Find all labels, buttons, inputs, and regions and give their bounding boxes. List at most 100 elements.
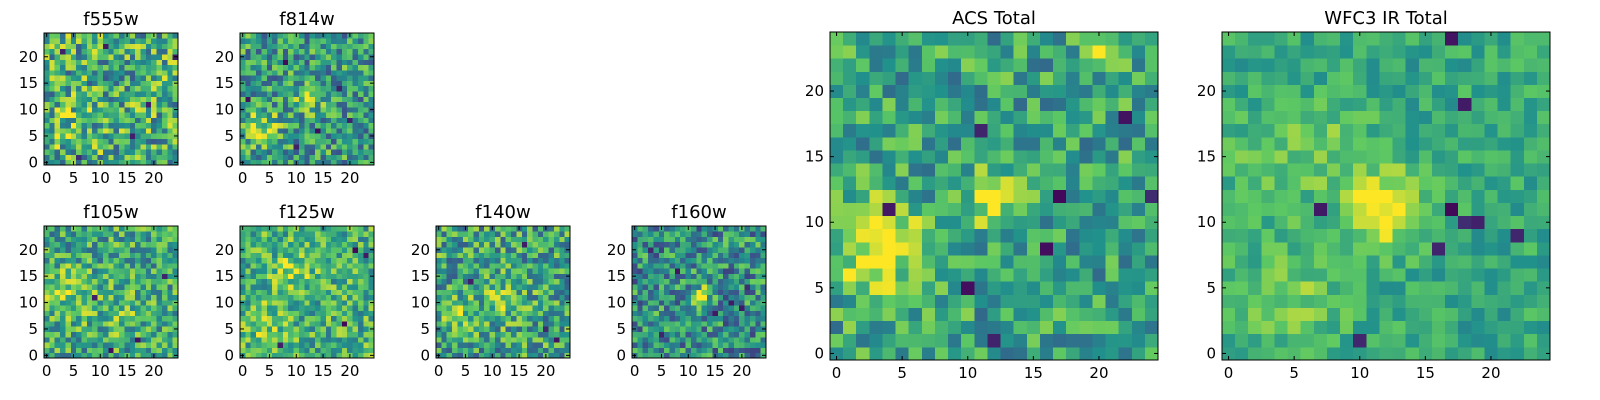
heatmap-cell [674,257,681,264]
heatmap-cell [1039,189,1054,203]
heatmap-cell [457,231,464,237]
heatmap-cell [44,236,50,243]
x-tick-label: 5 [657,362,667,380]
y-tick-label: 0 [814,344,824,362]
heatmap-cell [1053,71,1067,85]
heatmap-cell [653,289,660,296]
heatmap-cell [728,247,735,253]
heatmap-cell [707,331,713,338]
heatmap-cell [156,331,163,338]
heatmap-cell [119,226,125,232]
heatmap-cell [81,54,88,60]
heatmap-cell [277,241,284,248]
heatmap-cell [1313,241,1328,256]
heatmap-cell [54,96,61,103]
heatmap-cell [532,294,539,301]
heatmap-cell [680,336,686,343]
heatmap-cell [441,273,448,280]
heatmap-cell [908,268,923,282]
heatmap-cell [44,59,50,66]
heatmap-cell [1353,333,1367,348]
heatmap-cell [441,315,448,322]
heatmap-cell [1287,241,1302,256]
heatmap-cell [1144,294,1159,308]
heatmap-cell [446,352,453,359]
heatmap-cell [1013,136,1028,151]
heatmap-cell [113,48,120,55]
heatmap-cell [357,149,364,155]
heatmap-cell [60,273,66,280]
heatmap-cell [119,54,125,60]
heatmap-cell [172,75,179,81]
heatmap-cell [277,138,284,145]
heatmap-cell [298,347,305,354]
heatmap-cell [140,289,147,296]
heatmap-cell [680,315,686,322]
heatmap-cell [1313,281,1328,295]
heatmap-cell [543,299,549,306]
heatmap-cell [511,289,517,296]
heatmap-cell [669,326,676,332]
heatmap-cell [869,71,883,85]
heatmap-cell [685,284,692,290]
heatmap-cell [1471,202,1485,217]
heatmap-cell [505,241,512,248]
heatmap-cell [532,310,539,317]
heatmap-cell [49,96,56,103]
heatmap-cell [108,33,115,39]
heatmap-cell [653,231,660,237]
heatmap-cell [331,101,337,108]
heatmap-cell [559,299,566,306]
heatmap-cell [298,122,305,129]
heatmap-cell [336,268,343,274]
heatmap-cell [140,273,147,280]
heatmap-cell [315,54,321,60]
heatmap-cell [478,352,485,359]
heatmap-cell [749,305,756,311]
heatmap-cell [856,268,870,282]
heatmap-cell [553,241,560,248]
heatmap-cell [309,299,316,306]
heatmap-cell [309,59,316,66]
heatmap-cell [1313,294,1328,308]
heatmap-cell [1484,346,1498,361]
heatmap-cell [309,241,316,248]
heatmap-cell [363,48,370,55]
heatmap-cell [739,326,745,332]
heatmap-cell [669,226,676,232]
heatmap-cell [315,101,321,108]
heatmap-cell [250,159,257,166]
heatmap-cell [755,289,762,296]
heatmap-cell [298,96,305,103]
heatmap-cell [446,236,453,243]
heatmap-cell [436,305,442,311]
heatmap-cell [843,346,857,361]
heatmap-cell [658,262,665,269]
heatmap-cell [712,241,719,248]
heatmap-cell [76,241,82,248]
heatmap-cell [1105,163,1120,177]
heatmap-cell [272,310,278,317]
heatmap-cell [843,215,857,230]
heatmap-cell [240,112,246,118]
axes-frame [239,225,375,359]
heatmap-cell [135,305,141,311]
heatmap-cell [304,305,311,311]
heatmap-cell [288,85,294,92]
heatmap-cell [749,289,756,296]
heatmap-cell [167,342,174,348]
heatmap-cell [648,268,654,274]
heatmap-cell [478,241,485,248]
heatmap-cell [674,310,681,317]
heatmap-cell [1000,136,1015,151]
heatmap-cell [245,128,252,134]
heatmap-cell [653,310,660,317]
heatmap-cell [521,226,528,232]
heatmap-cell [537,352,544,359]
heatmap-cell [1144,228,1159,243]
heatmap-cell [145,342,152,348]
heatmap-cell [869,163,883,177]
heatmap-cell [97,75,104,81]
heatmap-cell [830,163,844,177]
heatmap-cell [733,252,740,259]
